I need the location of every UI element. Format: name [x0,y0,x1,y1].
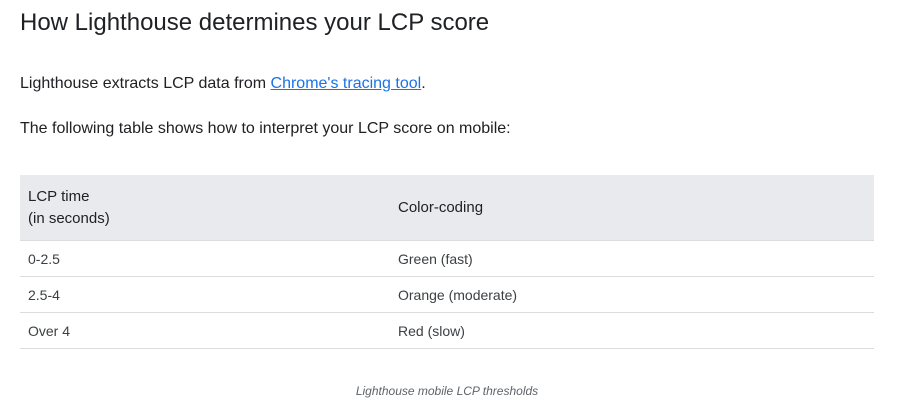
cell-time: Over 4 [20,312,390,349]
chrome-tracing-tool-link[interactable]: Chrome's tracing tool [270,75,422,92]
table-row: 2.5-4 Orange (moderate) [20,276,874,313]
header-color-coding: Color-coding [390,175,874,241]
table-header-row: LCP time (in seconds) Color-coding [20,175,874,241]
cell-time: 2.5-4 [20,276,390,313]
header-lcp-time: LCP time (in seconds) [20,175,390,241]
table-row: 0-2.5 Green (fast) [20,240,874,277]
intro-paragraph: Lighthouse extracts LCP data from Chrome… [20,75,426,93]
table-caption: Lighthouse mobile LCP thresholds [355,384,539,398]
header-lcp-time-line2: (in seconds) [28,209,110,227]
cell-color: Green (fast) [390,240,874,277]
lcp-thresholds-table: LCP time (in seconds) Color-coding 0-2.5 G… [20,175,874,349]
cell-color: Red (slow) [390,312,874,349]
cell-color: Orange (moderate) [390,276,874,313]
intro-text: Lighthouse extracts LCP data from [20,75,271,92]
table-intro: The following table shows how to interpr… [20,120,511,137]
intro-end: . [421,75,426,92]
table-row: Over 4 Red (slow) [20,312,874,349]
section-heading: How Lighthouse determines your LCP score [20,9,490,36]
header-lcp-time-line1: LCP time [28,187,90,205]
cell-time: 0-2.5 [20,240,390,277]
